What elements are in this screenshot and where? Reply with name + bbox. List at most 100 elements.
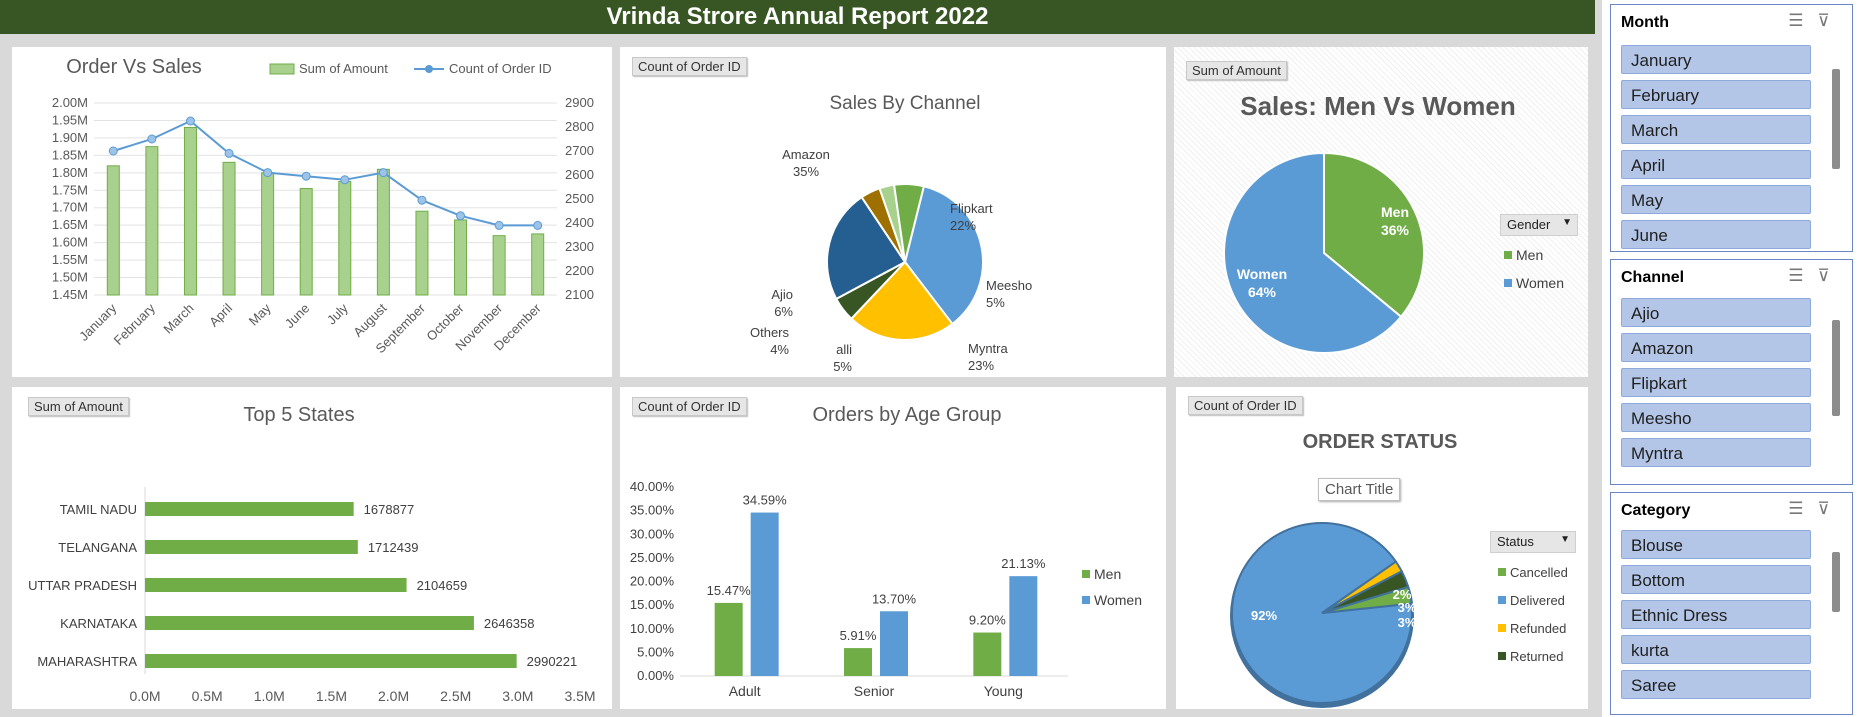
legend-swatch <box>1082 596 1090 604</box>
chart-title: Order Vs Sales <box>66 56 202 78</box>
bar-sales <box>415 210 429 296</box>
slicer-item-myntra[interactable]: Myntra <box>1621 438 1811 467</box>
line-marker <box>108 146 118 156</box>
scroll-thumb[interactable] <box>1832 552 1840 612</box>
slicer-item-saree[interactable]: Saree <box>1621 670 1811 699</box>
slicer-item-amazon[interactable]: Amazon <box>1621 333 1811 362</box>
order-vs-sales-card[interactable]: Order Vs Sales Sum of Amount Count of Orde… <box>12 47 612 377</box>
slicer-item-may[interactable]: May <box>1621 185 1811 214</box>
y-right-tick: 2900 <box>565 95 594 110</box>
bar-state <box>145 578 407 592</box>
slicer-item-kurta[interactable]: kurta <box>1621 635 1811 664</box>
bar-state <box>145 654 517 668</box>
bar-state <box>145 502 354 516</box>
scroll-thumb[interactable] <box>1832 69 1840 169</box>
slicer-item-ethnic-dress[interactable]: Ethnic Dress <box>1621 600 1811 629</box>
clear-filter-icon[interactable]: ⊽ <box>1817 11 1844 30</box>
clear-filter-icon[interactable]: ⊽ <box>1817 499 1844 518</box>
x-tick-label: Senior <box>854 683 895 699</box>
slice-label: Flipkart <box>950 201 993 216</box>
slice-pct: 64% <box>1248 284 1277 300</box>
month-slicer[interactable]: Month ☰⊽ January February March April Ma… <box>1610 4 1853 252</box>
status-filter-dropdown[interactable]: Status ▼ <box>1490 531 1576 553</box>
multi-select-icon[interactable]: ☰ <box>1788 266 1818 285</box>
multi-select-icon[interactable]: ☰ <box>1788 499 1818 518</box>
slicer-panel: Month ☰⊽ January February March April Ma… <box>1602 0 1861 717</box>
y-right-tick: 2100 <box>565 287 594 302</box>
slicer-item-flipkart[interactable]: Flipkart <box>1621 368 1811 397</box>
slicer-scrollbar[interactable] <box>1832 45 1840 243</box>
field-tag[interactable]: Count of Order ID <box>632 57 747 76</box>
slice-pct: 3% <box>1398 615 1417 630</box>
line-orders <box>112 119 538 227</box>
order-status-card[interactable]: Count of Order ID Chart Title Status ▼ O… <box>1176 387 1588 709</box>
bar-sales <box>183 126 197 296</box>
slicer-item-bottom[interactable]: Bottom <box>1621 565 1811 594</box>
bar-value-label: 5.91% <box>840 628 877 643</box>
slicer-item-february[interactable]: February <box>1621 80 1811 109</box>
sales-by-channel-chart: Sales By Channel Amazon 35% Flipkart 22% Mees… <box>750 93 1032 374</box>
bar-value-label: 21.13% <box>1001 556 1046 571</box>
bar-women <box>1009 576 1038 676</box>
chart-title: Top 5 States <box>243 404 354 426</box>
slicer-item-blouse[interactable]: Blouse <box>1621 530 1811 559</box>
field-tag[interactable]: Count of Order ID <box>632 397 747 416</box>
age-group-card[interactable]: Count of Order ID Orders by Age Group 0.0… <box>620 387 1166 709</box>
line-marker <box>147 134 157 144</box>
top-states-card[interactable]: Sum of Amount Top 5 States 0.0M 0.5M 1.0M 1.… <box>12 387 612 709</box>
channel-slicer[interactable]: Channel ☰⊽ Ajio Amazon Flipkart Meesho M… <box>1610 259 1853 485</box>
legend-label: Refunded <box>1510 621 1566 636</box>
line-marker <box>340 175 350 185</box>
category-slicer[interactable]: Category ☰⊽ Blouse Bottom Ethnic Dress k… <box>1610 492 1853 715</box>
chart-title-placeholder[interactable]: Chart Title <box>1318 478 1401 501</box>
field-tag[interactable]: Sum of Amount <box>1186 61 1287 80</box>
slice-label: Women <box>1237 266 1287 282</box>
x-tick-label: 2.0M <box>378 688 409 704</box>
bar-men <box>844 648 872 676</box>
legend-bar-label: Sum of Amount <box>299 61 388 76</box>
y-right-tick: 2500 <box>565 191 594 206</box>
bar-state <box>145 540 358 554</box>
dropdown-arrow-icon: ▼ <box>1562 217 1572 228</box>
bar-value-label: 2646358 <box>484 616 535 631</box>
field-tag[interactable]: Count of Order ID <box>1188 396 1303 415</box>
line-marker <box>533 220 543 230</box>
legend-label: Men <box>1516 247 1543 263</box>
field-tag[interactable]: Sum of Amount <box>28 397 129 416</box>
scroll-thumb[interactable] <box>1832 320 1840 416</box>
x-tick-label: 3.0M <box>502 688 533 704</box>
legend-label: Returned <box>1510 649 1563 664</box>
line-marker <box>301 171 311 181</box>
y-tick-label: 5.00% <box>637 644 674 659</box>
x-tick-label: Adult <box>729 683 761 699</box>
y-tick-label: 35.00% <box>630 503 675 518</box>
slicer-item-january[interactable]: January <box>1621 45 1811 74</box>
multi-select-icon[interactable]: ☰ <box>1788 11 1818 30</box>
clear-filter-icon[interactable]: ⊽ <box>1817 266 1844 285</box>
slicer-item-march[interactable]: March <box>1621 115 1811 144</box>
y-category-label: TELANGANA <box>58 540 137 555</box>
men-vs-women-card[interactable]: Sum of Amount Gender ▼ Sales: Men Vs Wom… <box>1174 47 1588 377</box>
chart-title: ORDER STATUS <box>1303 431 1458 453</box>
sales-by-channel-card[interactable]: Count of Order ID Sales By Channel Amazon… <box>620 47 1166 377</box>
y-left-tick: 1.45M <box>52 287 88 302</box>
slicer-title: Month <box>1621 14 1669 31</box>
slicer-item-ajio[interactable]: Ajio <box>1621 298 1811 327</box>
y-tick-label: 15.00% <box>630 597 675 612</box>
bar-state <box>145 616 474 630</box>
slicer-scrollbar[interactable] <box>1832 298 1840 476</box>
order-vs-sales-chart: Order Vs Sales Sum of Amount Count of Orde… <box>52 56 594 356</box>
slice-pct: 6% <box>774 304 793 319</box>
gender-filter-dropdown[interactable]: Gender ▼ <box>1500 214 1578 236</box>
y-right-tick: 2200 <box>565 263 594 278</box>
slicer-scrollbar[interactable] <box>1832 530 1840 708</box>
report-title: Vrinda Strore Annual Report 2022 <box>0 0 1595 34</box>
y-left-tick: 1.70M <box>52 200 88 215</box>
status-header-label: Status <box>1497 534 1534 549</box>
y-left-tick: 1.75M <box>52 182 88 197</box>
bar-sales <box>338 181 352 296</box>
slicer-item-april[interactable]: April <box>1621 150 1811 179</box>
slicer-item-june[interactable]: June <box>1621 220 1811 249</box>
legend-label: Delivered <box>1510 593 1565 608</box>
slicer-item-meesho[interactable]: Meesho <box>1621 403 1811 432</box>
